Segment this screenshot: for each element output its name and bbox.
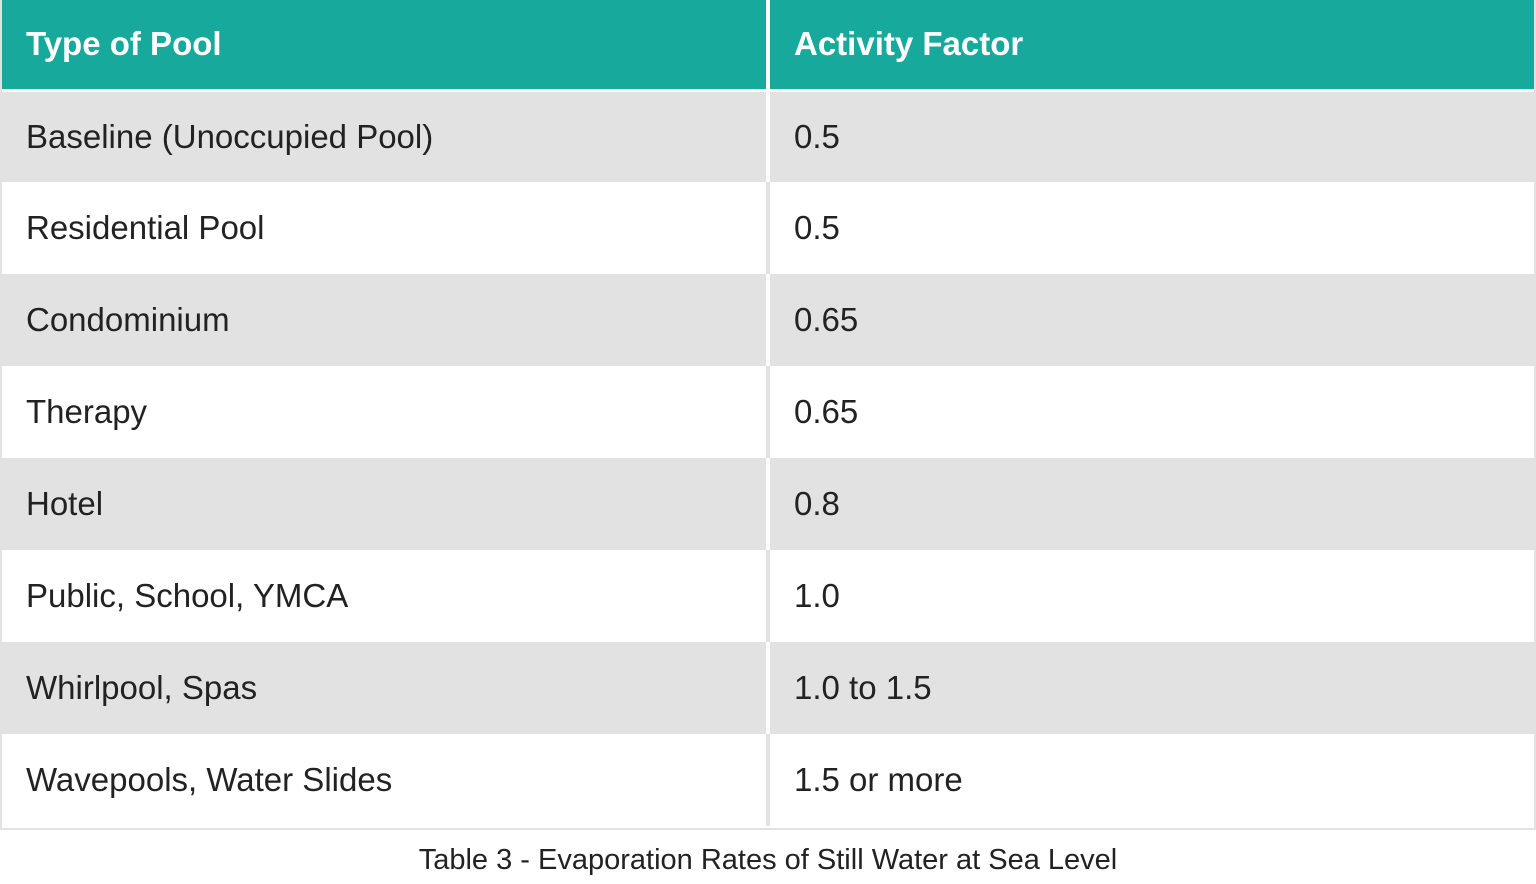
column-header-activity-factor: Activity Factor <box>768 0 1534 92</box>
activity-factor-cell: 0.5 <box>768 90 1534 182</box>
pool-type-cell: Wavepools, Water Slides <box>2 734 770 826</box>
activity-factor-table-container: Type of Pool Activity Factor Baseline (U… <box>0 0 1536 830</box>
activity-factor-cell: 1.5 or more <box>768 734 1534 826</box>
pool-type-cell: Condominium <box>2 274 770 366</box>
table-row: Wavepools, Water Slides 1.5 or more <box>2 734 1534 826</box>
activity-factor-cell: 1.0 <box>768 550 1534 642</box>
table-row: Hotel 0.8 <box>2 458 1534 550</box>
activity-factor-cell: 1.0 to 1.5 <box>768 642 1534 734</box>
pool-type-cell: Baseline (Unoccupied Pool) <box>2 90 770 182</box>
pool-type-cell: Hotel <box>2 458 770 550</box>
pool-type-cell: Public, School, YMCA <box>2 550 770 642</box>
table-row: Public, School, YMCA 1.0 <box>2 550 1534 642</box>
table-body: Baseline (Unoccupied Pool) 0.5 Residenti… <box>2 90 1534 826</box>
activity-factor-cell: 0.5 <box>768 182 1534 274</box>
table-row: Baseline (Unoccupied Pool) 0.5 <box>2 90 1534 182</box>
activity-factor-cell: 0.65 <box>768 366 1534 458</box>
activity-factor-cell: 0.65 <box>768 274 1534 366</box>
table-header-row: Type of Pool Activity Factor <box>2 0 1534 92</box>
table-header: Type of Pool Activity Factor <box>2 0 1534 92</box>
table-row: Whirlpool, Spas 1.0 to 1.5 <box>2 642 1534 734</box>
pool-type-cell: Residential Pool <box>2 182 770 274</box>
activity-factor-table: Type of Pool Activity Factor Baseline (U… <box>2 0 1534 826</box>
activity-factor-cell: 0.8 <box>768 458 1534 550</box>
table-row: Condominium 0.65 <box>2 274 1534 366</box>
column-header-type-of-pool: Type of Pool <box>2 0 770 92</box>
pool-type-cell: Therapy <box>2 366 770 458</box>
table-row: Residential Pool 0.5 <box>2 182 1534 274</box>
table-caption: Table 3 - Evaporation Rates of Still Wat… <box>418 844 1118 876</box>
table-row: Therapy 0.65 <box>2 366 1534 458</box>
pool-type-cell: Whirlpool, Spas <box>2 642 770 734</box>
